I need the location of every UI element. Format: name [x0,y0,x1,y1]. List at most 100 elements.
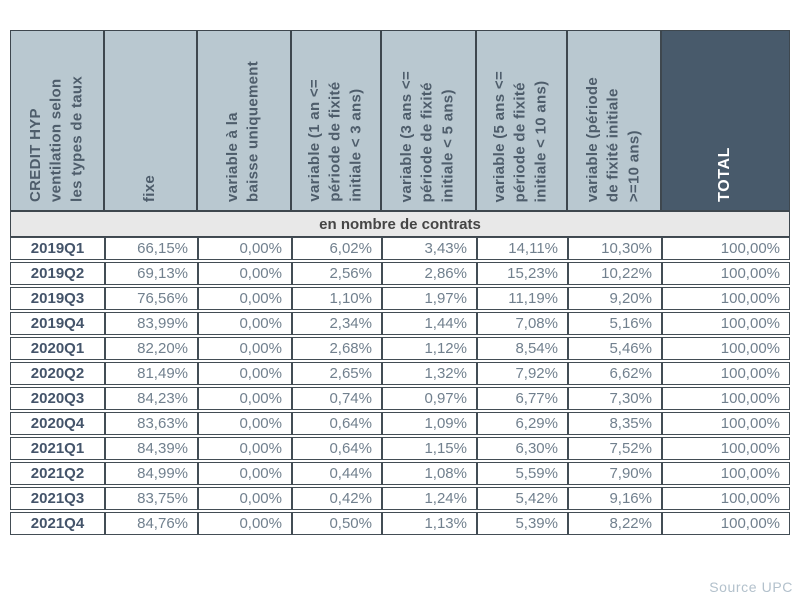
cell-variable-baisse: 0,00% [198,237,292,260]
cell-total: 100,00% [662,362,790,385]
cell-variable-10plus: 10,30% [568,237,662,260]
row-label: 2020Q1 [10,337,105,360]
header-label-variable-baisse: variable à la baisse uniquement [224,61,262,202]
row-label: 2020Q4 [10,412,105,435]
cell-variable-10plus: 5,46% [568,337,662,360]
cell-variable-5-10: 6,29% [477,412,568,435]
header-cell-title: CREDIT HYP ventilation selon les types d… [10,30,105,212]
row-label: 2021Q2 [10,462,105,485]
cell-fixe: 84,76% [105,512,198,535]
cell-variable-baisse: 0,00% [198,387,292,410]
cell-variable-1-3: 0,50% [292,512,382,535]
cell-variable-5-10: 8,54% [477,337,568,360]
cell-fixe: 69,13% [105,262,198,285]
header-label-title: CREDIT HYP ventilation selon les types d… [26,76,86,202]
row-label: 2019Q3 [10,287,105,310]
table-header-row: CREDIT HYP ventilation selon les types d… [10,30,790,212]
table-row: 2019Q4 83,99% 0,00% 2,34% 1,44% 7,08% 5,… [10,312,790,335]
table-row: 2019Q3 76,56% 0,00% 1,10% 1,97% 11,19% 9… [10,287,790,310]
row-label: 2021Q1 [10,437,105,460]
cell-total: 100,00% [662,387,790,410]
cell-variable-10plus: 8,35% [568,412,662,435]
row-label: 2021Q4 [10,512,105,535]
cell-total: 100,00% [662,462,790,485]
cell-variable-baisse: 0,00% [198,362,292,385]
cell-variable-5-10: 7,92% [477,362,568,385]
cell-variable-10plus: 5,16% [568,312,662,335]
cell-variable-baisse: 0,00% [198,437,292,460]
cell-total: 100,00% [662,262,790,285]
cell-variable-5-10: 6,30% [477,437,568,460]
cell-variable-baisse: 0,00% [198,462,292,485]
cell-total: 100,00% [662,337,790,360]
cell-variable-5-10: 6,77% [477,387,568,410]
cell-total: 100,00% [662,512,790,535]
cell-variable-1-3: 0,64% [292,437,382,460]
cell-variable-1-3: 1,10% [292,287,382,310]
header-cell-total: TOTAL [662,30,790,212]
cell-variable-baisse: 0,00% [198,337,292,360]
cell-variable-5-10: 14,11% [477,237,568,260]
header-cell-variable-3-5: variable (3 ans <= période de fixité ini… [382,30,477,212]
header-cell-variable-baisse: variable à la baisse uniquement [198,30,292,212]
cell-fixe: 82,20% [105,337,198,360]
table-row: 2020Q2 81,49% 0,00% 2,65% 1,32% 7,92% 6,… [10,362,790,385]
cell-variable-5-10: 7,08% [477,312,568,335]
cell-variable-1-3: 2,34% [292,312,382,335]
cell-variable-3-5: 1,97% [382,287,477,310]
cell-variable-3-5: 1,15% [382,437,477,460]
row-label: 2019Q4 [10,312,105,335]
cell-fixe: 66,15% [105,237,198,260]
cell-variable-baisse: 0,00% [198,262,292,285]
header-label-variable-5-10: variable (5 ans <= période de fixité ini… [491,70,550,202]
cell-variable-10plus: 6,62% [568,362,662,385]
cell-variable-3-5: 1,13% [382,512,477,535]
cell-variable-10plus: 8,22% [568,512,662,535]
cell-variable-10plus: 7,90% [568,462,662,485]
header-cell-variable-1-3: variable (1 an <= période de fixité init… [292,30,382,212]
cell-variable-5-10: 5,42% [477,487,568,510]
cell-fixe: 84,23% [105,387,198,410]
cell-total: 100,00% [662,437,790,460]
cell-variable-3-5: 1,08% [382,462,477,485]
table-row: 2021Q3 83,75% 0,00% 0,42% 1,24% 5,42% 9,… [10,487,790,510]
header-cell-variable-10plus: variable (période de fixité initiale >=1… [568,30,662,212]
cell-variable-10plus: 9,20% [568,287,662,310]
cell-fixe: 76,56% [105,287,198,310]
source-note: Source UPC [709,579,793,595]
cell-variable-10plus: 7,52% [568,437,662,460]
cell-variable-3-5: 1,32% [382,362,477,385]
cell-variable-5-10: 5,39% [477,512,568,535]
cell-variable-baisse: 0,00% [198,312,292,335]
table-row: 2021Q4 84,76% 0,00% 0,50% 1,13% 5,39% 8,… [10,512,790,535]
table-row: 2019Q2 69,13% 0,00% 2,56% 2,86% 15,23% 1… [10,262,790,285]
cell-variable-baisse: 0,00% [198,287,292,310]
cell-variable-baisse: 0,00% [198,512,292,535]
cell-variable-baisse: 0,00% [198,487,292,510]
header-cell-variable-5-10: variable (5 ans <= période de fixité ini… [477,30,568,212]
header-label-fixe: fixe [141,174,159,202]
cell-variable-3-5: 1,12% [382,337,477,360]
cell-variable-10plus: 9,16% [568,487,662,510]
cell-variable-3-5: 3,43% [382,237,477,260]
cell-variable-1-3: 0,42% [292,487,382,510]
table-row: 2021Q1 84,39% 0,00% 0,64% 1,15% 6,30% 7,… [10,437,790,460]
cell-fixe: 83,63% [105,412,198,435]
table-body: 2019Q1 66,15% 0,00% 6,02% 3,43% 14,11% 1… [10,237,790,535]
table-row: 2021Q2 84,99% 0,00% 0,44% 1,08% 5,59% 7,… [10,462,790,485]
cell-variable-3-5: 1,09% [382,412,477,435]
cell-variable-1-3: 2,68% [292,337,382,360]
cell-total: 100,00% [662,237,790,260]
cell-variable-3-5: 2,86% [382,262,477,285]
row-label: 2020Q3 [10,387,105,410]
header-label-variable-3-5: variable (3 ans <= période de fixité ini… [398,70,457,202]
table-row: 2020Q1 82,20% 0,00% 2,68% 1,12% 8,54% 5,… [10,337,790,360]
cell-fixe: 83,75% [105,487,198,510]
cell-total: 100,00% [662,412,790,435]
row-label: 2019Q2 [10,262,105,285]
row-label: 2019Q1 [10,237,105,260]
cell-variable-3-5: 0,97% [382,387,477,410]
cell-fixe: 83,99% [105,312,198,335]
cell-total: 100,00% [662,287,790,310]
header-label-variable-10plus: variable (période de fixité initiale >=1… [583,76,643,202]
